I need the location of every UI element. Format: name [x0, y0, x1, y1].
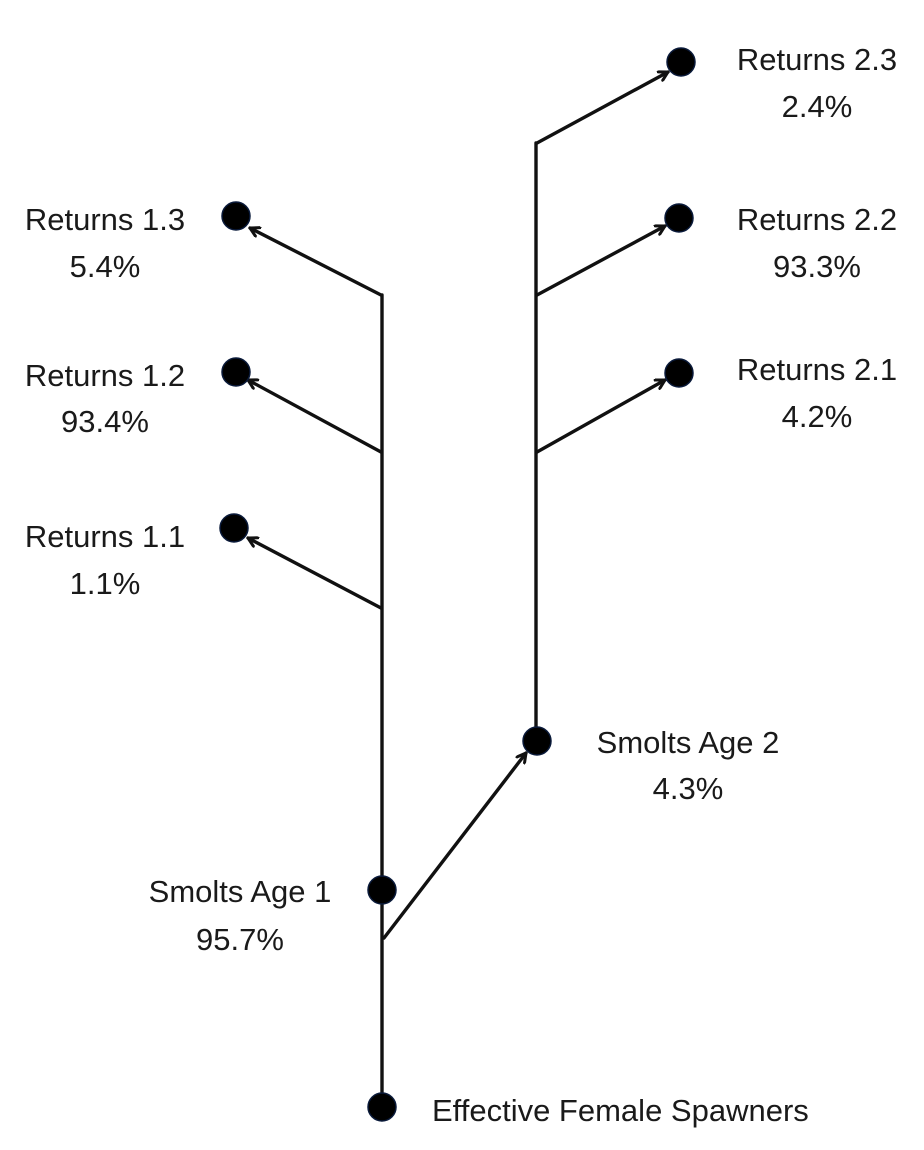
- returns-1-2-value: 93.4%: [61, 404, 149, 439]
- arrow-to-returns-1-2: [246, 378, 383, 454]
- arrow-to-smolts-age-2: [382, 751, 528, 940]
- returns-2-3-value: 2.4%: [782, 89, 853, 124]
- arrow-to-returns-2-1: [535, 378, 667, 454]
- returns-1-2-node: [221, 357, 251, 387]
- returns-2-2-value: 93.3%: [773, 249, 861, 284]
- returns-1-2-label: Returns 1.2: [25, 358, 185, 393]
- returns-1-1-label: Returns 1.1: [25, 519, 185, 554]
- returns-2-1-value: 4.2%: [782, 399, 853, 434]
- smolts-age-1-node: [367, 875, 397, 905]
- returns-1-1-node: [219, 513, 249, 543]
- arrow-to-returns-1-1: [246, 538, 383, 610]
- returns-1-3-node: [221, 201, 251, 231]
- spawners-node: [367, 1092, 397, 1122]
- smolts-age-1-value: 95.7%: [196, 922, 284, 957]
- returns-2-1-label: Returns 2.1: [737, 352, 897, 387]
- returns-2-3-node: [666, 47, 696, 77]
- smolts-age-2-value: 4.3%: [653, 771, 724, 806]
- arrow-to-returns-2-2: [535, 224, 667, 297]
- spawners-label: Effective Female Spawners: [432, 1093, 809, 1128]
- returns-2-2-node: [664, 203, 694, 233]
- smolts-age-1-label: Smolts Age 1: [149, 874, 332, 909]
- arrow-to-returns-2-3: [535, 70, 670, 145]
- returns-2-3-label: Returns 2.3: [737, 42, 897, 77]
- returns-2-2-label: Returns 2.2: [737, 202, 897, 237]
- smolts-age-2-node: [522, 726, 552, 756]
- returns-1-3-label: Returns 1.3: [25, 202, 185, 237]
- arrow-to-returns-1-3: [248, 228, 383, 297]
- smolts-age-2-label: Smolts Age 2: [597, 725, 780, 760]
- returns-1-3-value: 5.4%: [70, 249, 141, 284]
- returns-1-1-value: 1.1%: [70, 566, 141, 601]
- returns-2-1-node: [664, 358, 694, 388]
